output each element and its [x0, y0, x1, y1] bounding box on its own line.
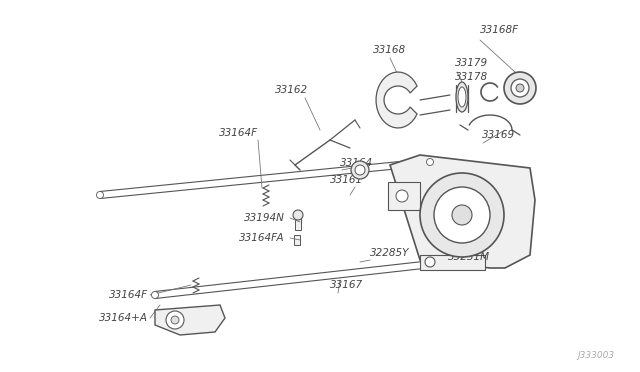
Bar	[155, 259, 451, 298]
Circle shape	[425, 257, 435, 267]
Text: 33164F: 33164F	[109, 290, 148, 300]
Text: 32285Y: 32285Y	[370, 248, 410, 258]
Text: 33164F: 33164F	[219, 128, 258, 138]
Text: 33169: 33169	[482, 130, 515, 140]
Text: 33251M: 33251M	[448, 252, 490, 262]
Polygon shape	[376, 72, 417, 128]
Circle shape	[426, 158, 433, 166]
Bar	[294, 235, 300, 245]
Text: 33162: 33162	[275, 85, 308, 95]
Circle shape	[97, 192, 104, 199]
Circle shape	[516, 84, 524, 92]
Polygon shape	[420, 255, 485, 270]
Ellipse shape	[456, 82, 468, 112]
Circle shape	[293, 210, 303, 220]
Circle shape	[504, 72, 536, 104]
Circle shape	[152, 292, 159, 298]
Circle shape	[351, 161, 369, 179]
Circle shape	[420, 173, 504, 257]
Bar	[295, 218, 301, 230]
Text: 33179: 33179	[455, 58, 488, 68]
Polygon shape	[155, 305, 225, 335]
Circle shape	[511, 79, 529, 97]
Polygon shape	[388, 182, 420, 210]
Circle shape	[447, 259, 454, 266]
Text: 33194N: 33194N	[244, 213, 285, 223]
Text: 33178: 33178	[455, 72, 488, 82]
Circle shape	[452, 205, 472, 225]
Text: 33164: 33164	[340, 158, 373, 168]
Text: 33161: 33161	[330, 175, 363, 185]
Polygon shape	[390, 155, 535, 268]
Circle shape	[166, 311, 184, 329]
Text: 33164FA: 33164FA	[239, 233, 285, 243]
Circle shape	[434, 187, 490, 243]
Text: 33168F: 33168F	[480, 25, 519, 35]
Text: 33167: 33167	[330, 280, 363, 290]
Circle shape	[396, 190, 408, 202]
Circle shape	[355, 165, 365, 175]
Circle shape	[171, 316, 179, 324]
Ellipse shape	[458, 87, 466, 107]
Text: 33164+A: 33164+A	[99, 313, 148, 323]
Text: J333003: J333003	[578, 351, 615, 360]
Text: 33168: 33168	[373, 45, 406, 55]
Bar	[100, 158, 430, 199]
